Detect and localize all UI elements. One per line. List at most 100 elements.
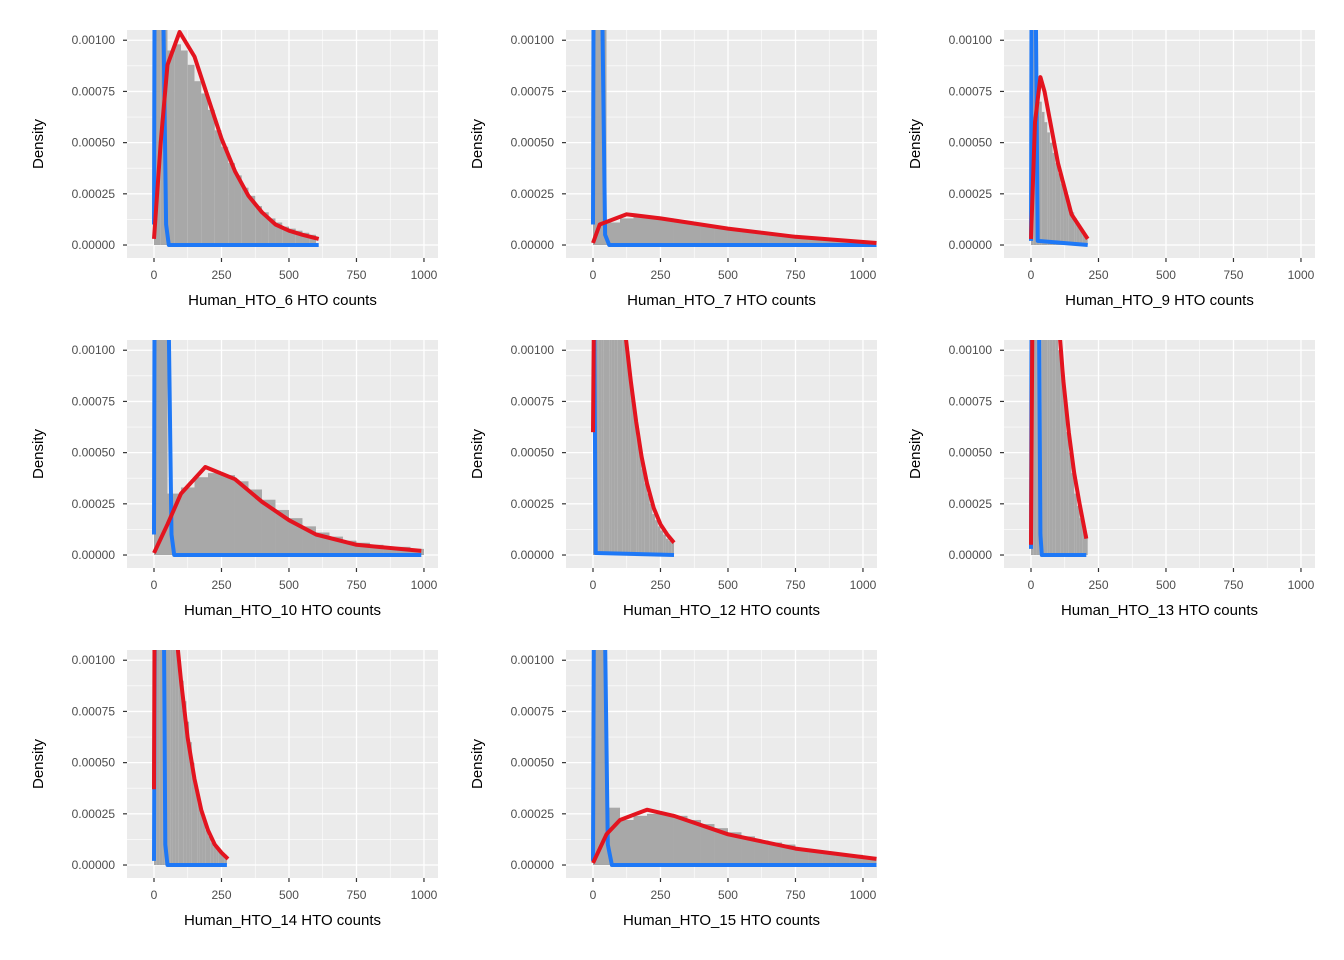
x-tick-label: 0 (590, 268, 597, 282)
histogram-bar (205, 830, 208, 866)
blue-fit-curve (591, 650, 877, 867)
histogram-bar (194, 477, 208, 556)
histogram-bar (228, 163, 235, 246)
x-tick-label: 250 (1088, 268, 1108, 282)
panel-6: 0.00000 0.00025 0.00050 0.00075 0.00100 0 250 5… (907, 340, 1315, 619)
x-tick-label: 250 (650, 268, 670, 282)
histogram-bar (646, 216, 661, 246)
histogram-bar (727, 832, 742, 866)
histogram-bar (194, 783, 198, 866)
histogram-bar (221, 146, 229, 246)
y-axis-title: Density (469, 118, 486, 169)
histogram-bar (1041, 340, 1045, 556)
histogram-bar (781, 234, 796, 246)
histogram-bar (611, 340, 615, 556)
histogram-bar (1071, 212, 1075, 246)
x-tick-label: 1000 (1288, 578, 1315, 592)
blue-fit-curve (592, 340, 675, 557)
red-fit-curve (152, 465, 422, 554)
x-tick-label: 250 (1088, 578, 1108, 592)
y-tick-label: 0.00075 (72, 84, 116, 98)
x-tick-label: 0 (151, 888, 158, 902)
histogram-bar (603, 340, 607, 556)
histogram-bar (288, 228, 296, 246)
x-tick-label: 750 (346, 268, 366, 282)
red-fit-curve (1029, 75, 1090, 240)
y-tick-label: 0.00100 (949, 33, 993, 47)
histogram-bar (234, 481, 249, 556)
x-tick-label: 0 (590, 888, 597, 902)
x-tick-label: 250 (211, 888, 231, 902)
histogram-bar (741, 230, 755, 246)
histogram-bar (1039, 101, 1042, 246)
histogram-bar (1052, 152, 1056, 246)
x-tick-label: 0 (1028, 268, 1035, 282)
y-tick-label: 0.00050 (72, 756, 116, 770)
x-tick-label: 750 (785, 578, 805, 592)
histogram-bar (221, 852, 225, 866)
histogram-bar (1074, 218, 1077, 246)
histogram-bar (275, 222, 283, 246)
x-tick-label: 750 (1223, 578, 1243, 592)
x-tick-label: 500 (1156, 268, 1176, 282)
histogram-bar (1052, 340, 1056, 556)
x-tick-label: 750 (346, 578, 366, 592)
histogram-bar (197, 797, 200, 866)
histogram-bar (614, 340, 618, 556)
blue-fit-curve (152, 340, 422, 557)
histogram-bar (295, 230, 303, 246)
histogram-bar (1057, 173, 1061, 246)
histogram-bar (261, 499, 276, 556)
histogram-bar (1079, 518, 1083, 556)
y-tick-label: 0.00000 (949, 238, 993, 252)
x-axis-title: Human_HTO_10 HTO counts (184, 602, 381, 619)
histogram-bar (668, 540, 672, 556)
histogram-bar (1055, 340, 1058, 556)
x-tick-label: 500 (718, 268, 738, 282)
histogram-bar (180, 680, 184, 866)
histogram-bar (178, 660, 181, 866)
x-tick-label: 500 (279, 268, 299, 282)
histogram-bar (186, 721, 190, 866)
x-tick-label: 750 (785, 268, 805, 282)
y-tick-label: 0.00025 (949, 187, 993, 201)
histogram-bar (646, 493, 650, 556)
y-tick-label: 0.00050 (949, 446, 993, 460)
histogram-bar (595, 340, 599, 556)
histogram-bar (191, 762, 195, 866)
histogram-bar (255, 206, 262, 246)
histogram-bar (660, 218, 674, 246)
histogram-bar (282, 226, 289, 246)
y-axis-title: Density (907, 428, 924, 479)
histogram-bar (638, 452, 642, 556)
y-tick-label: 0.00100 (511, 653, 555, 667)
histogram-bar (636, 432, 639, 556)
histogram-bar (207, 473, 222, 556)
histogram-bar (159, 650, 163, 866)
histogram-bar (660, 530, 664, 556)
histogram-bar (619, 218, 634, 246)
histogram-bar (592, 650, 607, 866)
histogram-bar (660, 813, 674, 866)
y-tick-label: 0.00100 (949, 343, 993, 357)
y-tick-label: 0.00025 (72, 187, 116, 201)
y-tick-label: 0.00075 (511, 84, 555, 98)
histogram-bar (1055, 163, 1058, 246)
histogram-bar (1068, 452, 1072, 556)
x-axis-title: Human_HTO_13 HTO counts (1061, 602, 1258, 619)
histogram-bar (183, 701, 187, 866)
histogram-bar (687, 819, 701, 866)
histogram-bar (207, 836, 211, 866)
x-tick-label: 0 (1028, 578, 1035, 592)
y-tick-label: 0.00050 (72, 136, 116, 150)
histogram-bar (261, 212, 269, 246)
x-tick-label: 1000 (411, 888, 438, 902)
histogram-bar (383, 546, 397, 556)
y-tick-label: 0.00075 (72, 394, 116, 408)
blue-fit-curve (1029, 30, 1088, 247)
x-axis-title: Human_HTO_7 HTO counts (627, 292, 816, 309)
x-tick-label: 750 (785, 888, 805, 902)
y-tick-label: 0.00050 (511, 756, 555, 770)
y-axis-title: Density (907, 118, 924, 169)
